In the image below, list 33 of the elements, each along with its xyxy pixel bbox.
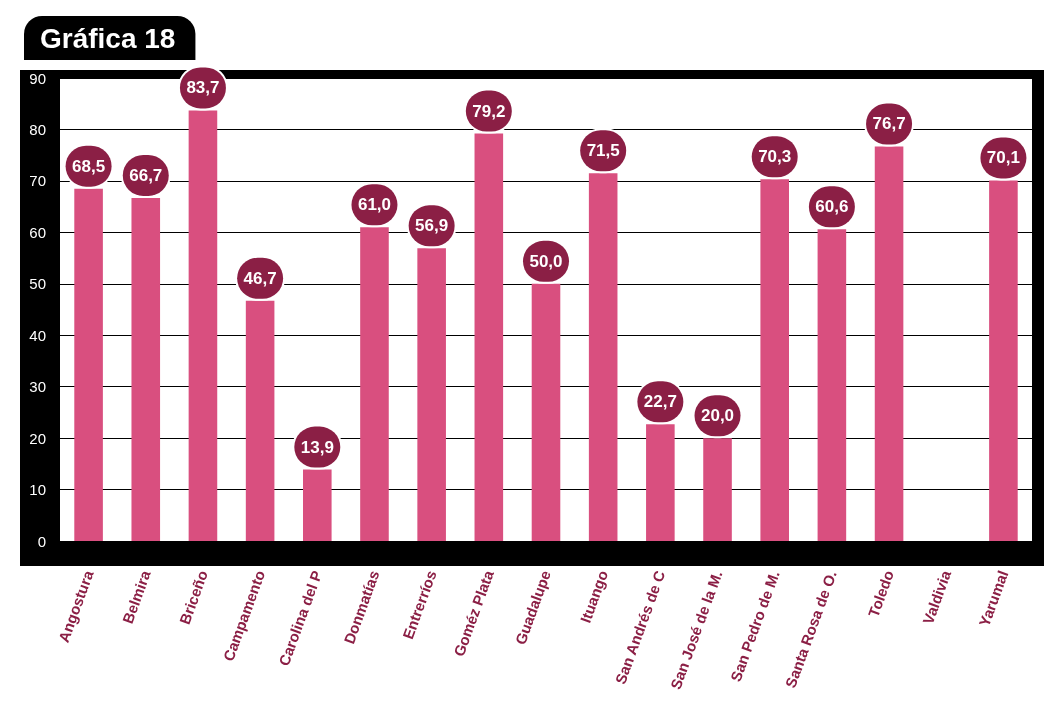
data-label: 70,1: [986, 148, 1020, 168]
data-label: 70,3: [758, 147, 792, 167]
x-tick-label: San José de la M.: [666, 568, 726, 692]
data-label: 60,6: [815, 197, 849, 217]
y-tick-label: 80: [29, 120, 46, 138]
x-tick-label: San Andrés de C: [611, 568, 669, 687]
y-tick-label: 60: [29, 223, 46, 241]
x-tick-label: Toledo: [864, 568, 898, 620]
data-label: 71,5: [586, 141, 620, 161]
y-tick-label: 0: [37, 532, 46, 550]
data-label: 76,7: [872, 114, 906, 134]
data-label: 79,2: [472, 101, 506, 121]
y-tick-label: 30: [29, 378, 46, 396]
y-tick-label: 40: [29, 326, 46, 344]
data-label: 66,7: [129, 165, 163, 185]
data-label: 13,9: [300, 437, 334, 457]
data-label: 68,5: [72, 156, 106, 176]
chart-title: Gráfica 18: [40, 22, 176, 54]
data-label: 56,9: [415, 216, 449, 236]
x-tick-label: Santa Rosa de O.: [781, 568, 840, 690]
y-tick-label: 20: [29, 429, 46, 447]
y-tick-label: 70: [29, 172, 46, 190]
x-tick-label: Goméz Plata: [450, 567, 498, 659]
data-label: 61,0: [357, 195, 392, 215]
data-label: 20,0: [700, 406, 735, 426]
data-label: 50,0: [529, 251, 563, 271]
data-label: 22,7: [643, 392, 677, 412]
y-tick-label: 50: [29, 275, 46, 293]
y-tick-label: 10: [29, 481, 46, 499]
data-label: 83,7: [186, 78, 220, 98]
x-tick-label: San Pedro de M.: [726, 568, 783, 684]
y-tick-label: 90: [29, 69, 46, 87]
data-label: 46,7: [243, 268, 277, 288]
